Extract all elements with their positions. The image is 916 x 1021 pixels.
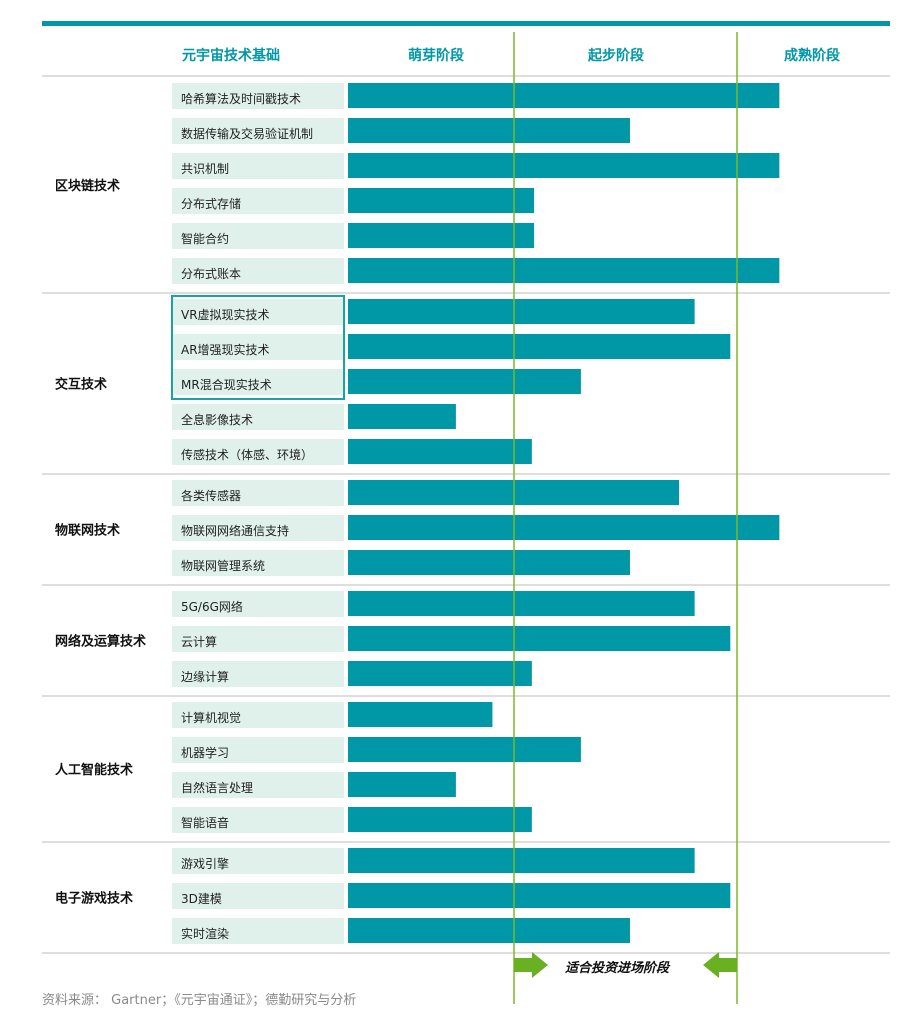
bar	[348, 439, 532, 464]
bar	[348, 661, 532, 686]
bar	[348, 737, 581, 762]
item-label: 分布式存储	[181, 196, 241, 211]
bar	[348, 223, 535, 248]
item-label-bg	[172, 118, 344, 144]
bar	[348, 153, 780, 178]
item-label: 哈希算法及时间戳技术	[181, 91, 301, 106]
item-label-bg	[172, 918, 344, 944]
bar	[348, 626, 731, 651]
source-footnote: 资料来源： Gartner；《元宇宙通证》；德勤研究与分析	[42, 993, 357, 1008]
item-label-bg	[172, 480, 344, 506]
item-label-bg	[172, 807, 344, 833]
item-label: 各类传感器	[181, 488, 241, 503]
bar	[348, 807, 532, 832]
bar	[348, 369, 581, 394]
group-label: 人工智能技术	[55, 762, 133, 778]
item-label: 机器学习	[181, 745, 229, 760]
item-label-bg	[172, 153, 344, 179]
item-label: MR混合现实技术	[181, 377, 272, 392]
item-label-bg	[172, 661, 344, 687]
right-arrow-icon	[514, 952, 548, 978]
item-label-bg	[172, 223, 344, 249]
item-label: 共识机制	[181, 162, 229, 176]
item-label-bg	[172, 550, 344, 576]
item-label: AR增强现实技术	[181, 342, 270, 357]
bar	[348, 515, 780, 540]
item-label: 物联网管理系统	[181, 558, 265, 573]
item-label-bg	[172, 404, 344, 430]
group-label: 交互技术	[55, 377, 107, 393]
bar	[348, 918, 630, 943]
item-label: 智能语音	[181, 815, 229, 830]
item-label: 数据传输及交易验证机制	[181, 126, 313, 141]
stage-header-sprouting: 萌芽阶段	[408, 48, 464, 64]
item-label: 全息影像技术	[181, 412, 253, 427]
bar	[348, 591, 695, 616]
item-label: 云计算	[181, 634, 217, 649]
item-label-bg	[172, 591, 344, 617]
bar	[348, 299, 695, 324]
item-label-bg	[172, 515, 344, 541]
left-arrow-icon	[703, 952, 737, 978]
top-accent-bar	[42, 21, 890, 26]
highlight-box	[171, 295, 345, 400]
item-label-bg	[172, 439, 344, 465]
bar	[348, 883, 731, 908]
item-label: 物联网网络通信支持	[181, 523, 289, 538]
item-label: 分布式账本	[181, 267, 241, 281]
item-label: 计算机视觉	[181, 710, 241, 725]
item-label: 3D建模	[181, 892, 222, 906]
stage-header-mature: 成熟阶段	[784, 48, 840, 64]
bar	[348, 188, 535, 213]
stage-header-starting: 起步阶段	[588, 48, 644, 64]
item-label-bg	[172, 369, 344, 395]
group-label: 电子游戏技术	[55, 891, 133, 907]
item-label-bg	[172, 334, 344, 360]
bar	[348, 772, 456, 797]
item-label: 智能合约	[181, 231, 229, 246]
item-label: 自然语言处理	[181, 780, 253, 795]
bar	[348, 550, 630, 575]
bar	[348, 848, 695, 873]
bar	[348, 334, 731, 359]
bar	[348, 258, 780, 283]
foundation-header: 元宇宙技术基础	[182, 48, 280, 64]
item-label: 游戏引擎	[181, 856, 229, 871]
bar	[348, 118, 630, 143]
bar	[348, 83, 780, 108]
item-label-bg	[172, 299, 344, 325]
item-label: 5G/6G网络	[181, 599, 243, 614]
item-label-bg	[172, 188, 344, 214]
item-label: 实时渲染	[181, 926, 229, 941]
bar	[348, 404, 456, 429]
item-label: 边缘计算	[181, 669, 229, 684]
item-label-bg	[172, 626, 344, 652]
item-label-bg	[172, 737, 344, 763]
item-label-bg	[172, 883, 344, 909]
item-label: VR虚拟现实技术	[181, 307, 270, 322]
item-label-bg	[172, 258, 344, 284]
bar	[348, 702, 493, 727]
item-label-bg	[172, 848, 344, 874]
item-label: 传感技术（体感、环境）	[181, 447, 313, 462]
group-label: 物联网技术	[55, 523, 120, 539]
group-label: 网络及运算技术	[55, 634, 146, 650]
item-label-bg	[172, 83, 344, 109]
investment-stage-label: 适合投资进场阶段	[565, 961, 670, 976]
group-label: 区块链技术	[55, 178, 120, 194]
item-label-bg	[172, 772, 344, 798]
item-label-bg	[172, 702, 344, 728]
